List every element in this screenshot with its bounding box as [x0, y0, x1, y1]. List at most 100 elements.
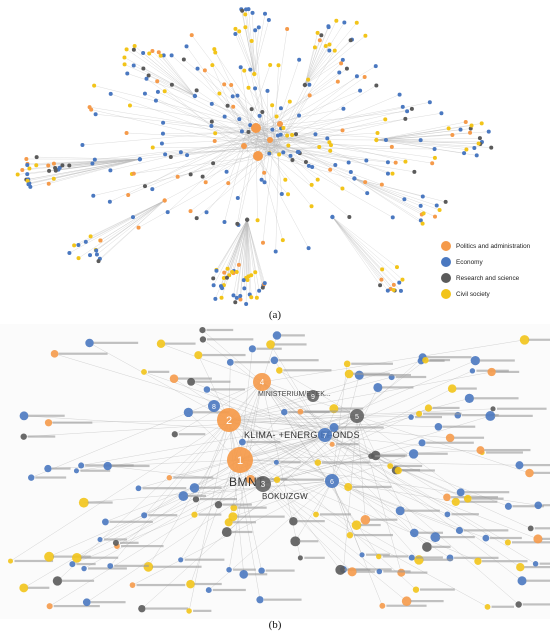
detail-node — [44, 551, 55, 562]
overview-edge — [231, 219, 248, 273]
overview-node — [234, 269, 239, 274]
overview-node — [274, 114, 279, 119]
overview-edge — [157, 81, 244, 154]
detail-edge — [173, 378, 333, 482]
overview-edge — [233, 219, 248, 274]
detail-node-label — [479, 359, 515, 362]
overview-edge — [96, 200, 165, 255]
detail-node-label — [351, 362, 393, 365]
overview-edge — [163, 55, 195, 97]
detail-node — [408, 449, 419, 459]
detail-node-label — [254, 478, 288, 481]
hub-number-8: 8 — [212, 404, 216, 411]
overview-node — [60, 163, 65, 168]
detail-node — [515, 601, 522, 608]
detail-node — [8, 558, 14, 564]
overview-edge — [128, 140, 257, 196]
detail-node-label — [28, 414, 65, 417]
overview-edge — [82, 128, 270, 146]
detail-node — [112, 539, 119, 546]
detail-edge — [57, 419, 230, 582]
overview-node — [362, 75, 367, 80]
overview-node — [222, 220, 227, 225]
overview-node — [94, 252, 99, 257]
detail-node-label — [375, 454, 406, 458]
detail-node — [46, 603, 53, 610]
overview-edge — [96, 200, 165, 251]
overview-edge — [248, 87, 277, 126]
overview-node — [204, 210, 209, 215]
detail-node-label — [450, 496, 499, 499]
overview-edge — [239, 31, 255, 75]
detail-node-label — [338, 426, 384, 429]
overview-node — [15, 172, 20, 177]
detail-node-label — [432, 406, 460, 410]
overview-edge — [238, 125, 261, 226]
overview-node — [328, 143, 333, 148]
overview-node — [412, 169, 417, 174]
overview-edge — [245, 14, 255, 75]
overview-edge — [180, 151, 253, 153]
detail-node-label — [363, 373, 411, 377]
detail-node-label — [417, 452, 448, 455]
overview-node — [107, 199, 112, 204]
overview-node — [212, 47, 217, 52]
overview-node — [124, 47, 129, 52]
overview-node — [181, 57, 186, 62]
overview-node — [233, 26, 238, 31]
overview-node — [398, 288, 403, 293]
overview-node — [363, 33, 368, 38]
caption-b: (b) — [268, 619, 282, 631]
detail-node-label — [382, 555, 409, 558]
hub-node-7 — [318, 428, 332, 442]
overview-node — [253, 86, 258, 91]
detail-node-label — [299, 540, 319, 543]
overview-node — [394, 265, 399, 270]
detail-node — [50, 349, 59, 358]
overview-node — [288, 153, 293, 158]
hub-node-1 — [227, 447, 253, 473]
overview-edge — [197, 68, 259, 151]
hub-node-2 — [217, 408, 241, 432]
detail-edge — [356, 415, 461, 493]
hub-number-7: 7 — [323, 433, 327, 440]
detail-edge — [261, 381, 420, 560]
overview-node — [122, 55, 127, 60]
detail-node-label — [304, 556, 325, 559]
overview-edge — [133, 49, 195, 97]
overview-node — [306, 77, 311, 82]
detail-edge — [24, 415, 326, 436]
overview-edge — [276, 128, 388, 174]
overview-node — [294, 132, 299, 137]
detail-node — [199, 336, 207, 343]
overview-node — [238, 65, 243, 70]
detail-edge — [228, 419, 417, 590]
caption-a: (a) — [268, 309, 282, 321]
overview-node — [51, 176, 56, 181]
overview-node — [385, 160, 390, 165]
overview-node — [253, 270, 258, 275]
detail-node-label — [173, 476, 214, 479]
overview-edge — [99, 200, 165, 259]
detail-node — [189, 483, 200, 493]
overview-node — [25, 172, 30, 177]
detail-node-label — [353, 372, 390, 375]
detail-edge — [228, 419, 451, 438]
overview-edge — [376, 138, 480, 141]
detail-edge — [228, 419, 376, 456]
detail-node-label — [178, 433, 206, 436]
detail-node-label — [280, 334, 305, 337]
detail-node — [214, 500, 223, 509]
detail-node — [525, 468, 534, 478]
detail-node — [129, 582, 136, 588]
overview-edge — [376, 139, 479, 144]
overview-node — [200, 174, 205, 179]
legend-label-politics: Politics and administration — [456, 242, 531, 250]
detail-node-label — [473, 397, 519, 400]
overview-edge — [131, 141, 263, 175]
detail-node-label — [232, 521, 256, 524]
overview-node — [340, 57, 345, 62]
detail-edge — [228, 419, 341, 570]
overview-node — [150, 48, 155, 53]
overview-node — [279, 191, 284, 196]
